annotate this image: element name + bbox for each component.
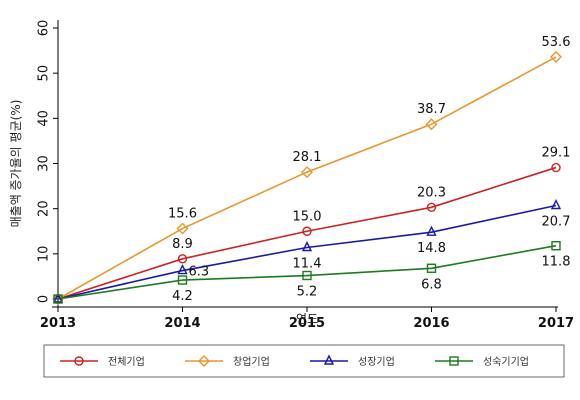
data-point	[301, 166, 313, 179]
x-tick-label: 2013	[40, 316, 76, 331]
series-line-3	[57, 244, 557, 300]
y-tick-label: 50	[37, 65, 52, 82]
data-labels: 8.9 15.0 20.3 29.1 15.6 28.1 38.7 53.6 6.3 11.4 14…	[168, 35, 570, 304]
data-label: 14.8	[417, 241, 446, 256]
data-label: 20.3	[417, 185, 446, 200]
data-point	[551, 162, 561, 173]
legend: 전체기업 창업기업 성장기업 성숙기기업	[43, 344, 565, 378]
data-point	[425, 118, 438, 131]
legend-label: 성숙기기업	[483, 355, 529, 368]
data-point	[550, 198, 562, 210]
data-label: 11.4	[293, 257, 322, 272]
data-point	[302, 270, 312, 281]
data-label: 8.9	[172, 237, 193, 252]
series-line-1	[57, 56, 557, 300]
data-point	[426, 263, 437, 273]
data-point	[302, 226, 312, 236]
data-label: 11.8	[542, 255, 571, 270]
y-tick-label: 10	[37, 246, 52, 263]
data-label: 28.1	[293, 150, 322, 165]
data-point	[550, 50, 562, 63]
data-label: 6.8	[421, 277, 442, 292]
axes: 0 10 20 30 40 50 60 2013 2014 2015 2016 2017	[37, 20, 575, 331]
y-tick-label: 60	[37, 20, 52, 37]
x-tick-label: 2017	[538, 316, 574, 331]
legend-swatch-marker	[74, 356, 84, 366]
data-label: 5.2	[297, 285, 318, 300]
y-tick-label: 40	[37, 110, 52, 127]
legend-swatch-marker	[323, 354, 335, 365]
x-tick-label: 2016	[413, 316, 449, 331]
data-label: 15.6	[168, 207, 197, 222]
x-axis-label: 연도	[296, 312, 318, 326]
legend-label: 성장기업	[358, 355, 395, 368]
y-axis-label: 매출액 증가율의 평균(%)	[9, 100, 23, 228]
x-tick-label: 2014	[164, 316, 200, 331]
legend-swatch-marker	[198, 355, 210, 367]
legend-box	[43, 344, 565, 378]
y-tick-label: 20	[37, 200, 52, 217]
data-point	[52, 292, 64, 303]
x-tick-label: 2015	[289, 316, 325, 331]
series-line-0	[57, 166, 557, 300]
legend-label: 전체기업	[108, 355, 145, 368]
data-label: 6.3	[189, 265, 210, 280]
data-point	[301, 240, 313, 252]
legend-swatch-marker	[449, 356, 459, 366]
series-lines	[57, 56, 557, 300]
data-point	[177, 263, 188, 275]
data-label: 20.7	[542, 215, 571, 230]
data-point	[53, 294, 63, 304]
series-line-2	[57, 204, 557, 300]
data-point	[426, 225, 437, 236]
series-markers	[52, 50, 562, 305]
data-point	[177, 275, 188, 285]
data-label: 29.1	[542, 146, 571, 161]
data-point	[551, 241, 561, 251]
y-tick-label: 0	[37, 295, 52, 303]
data-label: 38.7	[417, 102, 446, 117]
data-point	[176, 222, 189, 235]
data-label: 53.6	[542, 35, 571, 50]
data-label: 4.2	[172, 289, 193, 304]
legend-label: 창업기업	[233, 355, 270, 368]
y-tick-label: 30	[37, 155, 52, 172]
data-point	[426, 202, 437, 213]
data-point	[177, 254, 188, 264]
data-label: 15.0	[293, 209, 322, 224]
